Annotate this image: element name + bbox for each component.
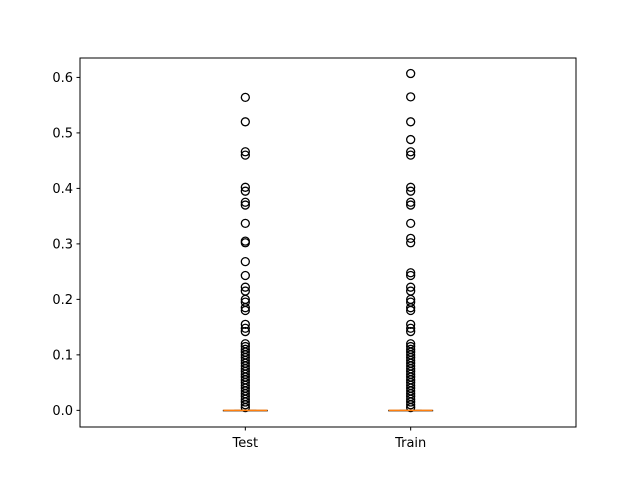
x-tick-label: Test [232,436,259,451]
axes: 0.0 0.1 0.2 0.3 0.4 0.5 0.6 Test Train [52,71,426,451]
y-tick-label: 0.6 [52,71,73,86]
outlier-point [406,319,416,329]
y-tick-label: 0.5 [52,126,73,141]
outlier-point [406,197,416,207]
outlier-point [406,68,416,79]
outlier-point [406,182,416,192]
outlier-point [406,270,416,281]
outlier-point [240,305,250,316]
box-group-test [222,92,268,413]
outlier-point [406,150,416,160]
x-tick-label: Train [394,436,426,451]
box-group-train [388,68,434,413]
outlier-point [240,238,250,248]
outlier-point [240,397,250,407]
y-tick-label: 0.2 [52,293,73,308]
outlier-point [240,197,250,207]
y-tick-label: 0.0 [52,404,73,419]
y-tick-label: 0.1 [52,348,73,363]
outlier-point [240,270,250,281]
outlier-point [240,303,250,313]
outlier-point [406,186,416,196]
outlier-point [406,402,416,413]
outlier-point [406,305,416,316]
y-tick-label: 0.4 [52,182,73,197]
outlier-point [240,92,250,103]
outlier-point [240,147,250,157]
plot-area [222,68,434,413]
outlier-point [240,402,250,413]
outlier-point [406,326,416,337]
outlier-point [406,92,416,102]
outlier-point [406,134,416,145]
y-tick-label: 0.3 [52,237,73,252]
outlier-point [406,117,416,127]
outlier-point [406,238,416,248]
outlier-point [406,218,416,229]
outlier-point [406,200,416,210]
outlier-point [240,326,250,337]
outlier-point [240,218,250,229]
outlier-point [240,200,250,210]
outlier-point [240,186,250,196]
axes-frame [79,57,577,428]
outlier-point [406,233,416,243]
outlier-point [406,323,416,333]
outlier-point [406,147,416,157]
outlier-point [240,150,250,160]
outlier-point [240,319,250,329]
outlier-point [406,397,416,407]
outlier-point [240,400,250,410]
outlier-point [240,256,250,267]
outlier-point [240,117,250,127]
outlier-point [240,282,250,292]
outlier-point [406,400,416,410]
outlier-point [406,282,416,292]
outlier-point [240,182,250,192]
outlier-point [406,303,416,313]
outlier-point [240,323,250,333]
outlier-point [406,268,416,278]
